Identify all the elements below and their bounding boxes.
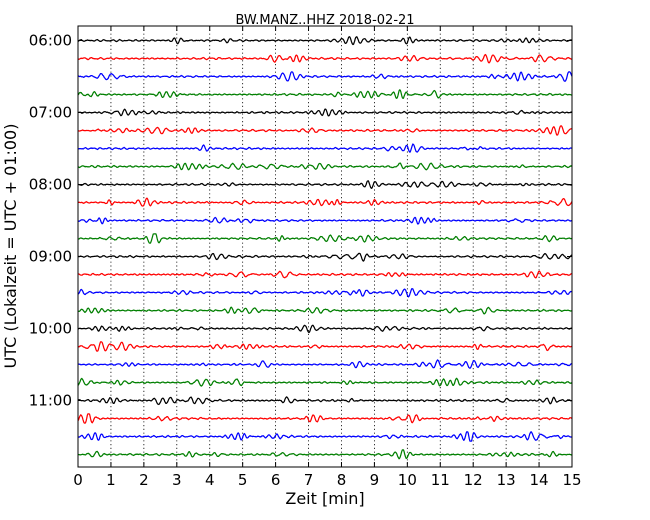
trace-1 (77, 53, 573, 64)
x-tick-label-5: 5 (238, 471, 248, 489)
trace-20 (77, 396, 573, 406)
x-tick-label-15: 15 (562, 471, 581, 489)
trace-6 (77, 143, 573, 153)
trace-8 (77, 180, 573, 189)
x-tick-label-6: 6 (271, 471, 281, 489)
y-tick-label-5: 11:00 (29, 392, 72, 410)
x-tick-label-4: 4 (205, 471, 215, 489)
trace-23 (77, 449, 573, 460)
x-axis-title: Zeit [min] (285, 489, 364, 508)
x-tick-label-10: 10 (398, 471, 417, 489)
trace-12 (77, 252, 573, 262)
y-axis: 06:00 07:00 08:00 09:00 10:00 11:00 (29, 32, 572, 410)
y-axis-title: UTC (Lokalzeit = UTC + 01:00) (1, 124, 20, 369)
x-tick-label-2: 2 (139, 471, 149, 489)
trace-5 (77, 125, 573, 136)
trace-16 (77, 324, 573, 334)
trace-13 (77, 270, 573, 279)
trace-11 (77, 233, 573, 244)
trace-21 (77, 413, 573, 424)
x-tick-label-11: 11 (431, 471, 450, 489)
x-tick-label-7: 7 (304, 471, 314, 489)
x-tick-label-0: 0 (73, 471, 83, 489)
x-tick-label-14: 14 (530, 471, 549, 489)
x-tick-label-1: 1 (106, 471, 116, 489)
trace-18 (77, 359, 573, 369)
x-tick-label-3: 3 (172, 471, 182, 489)
trace-19 (77, 377, 573, 387)
plot-frame (77, 25, 573, 468)
trace-9 (77, 197, 573, 207)
seismogram-traces (77, 36, 573, 460)
y-tick-label-4: 10:00 (29, 320, 72, 338)
x-tick-label-9: 9 (370, 471, 380, 489)
trace-0 (77, 36, 573, 46)
trace-14 (77, 288, 573, 298)
y-tick-label-0: 06:00 (29, 32, 72, 50)
x-tick-label-8: 8 (337, 471, 347, 489)
x-axis: 0 1 2 3 4 5 6 7 8 9 10 11 12 13 14 15 (73, 26, 582, 489)
x-tick-label-12: 12 (464, 471, 483, 489)
y-tick-label-1: 07:00 (29, 104, 72, 122)
chart-title: BW.MANZ..HHZ 2018-02-21 (235, 13, 414, 28)
vertical-gridlines (110, 26, 540, 467)
plot-area (78, 26, 572, 467)
trace-15 (77, 306, 573, 315)
trace-2 (77, 71, 573, 82)
trace-10 (77, 216, 573, 225)
trace-22 (77, 431, 573, 442)
x-tick-label-13: 13 (497, 471, 516, 489)
trace-17 (77, 341, 573, 352)
y-tick-label-2: 08:00 (29, 176, 72, 194)
trace-4 (77, 108, 573, 117)
y-tick-label-3: 09:00 (29, 248, 72, 266)
trace-7 (77, 162, 573, 171)
trace-3 (77, 89, 573, 99)
